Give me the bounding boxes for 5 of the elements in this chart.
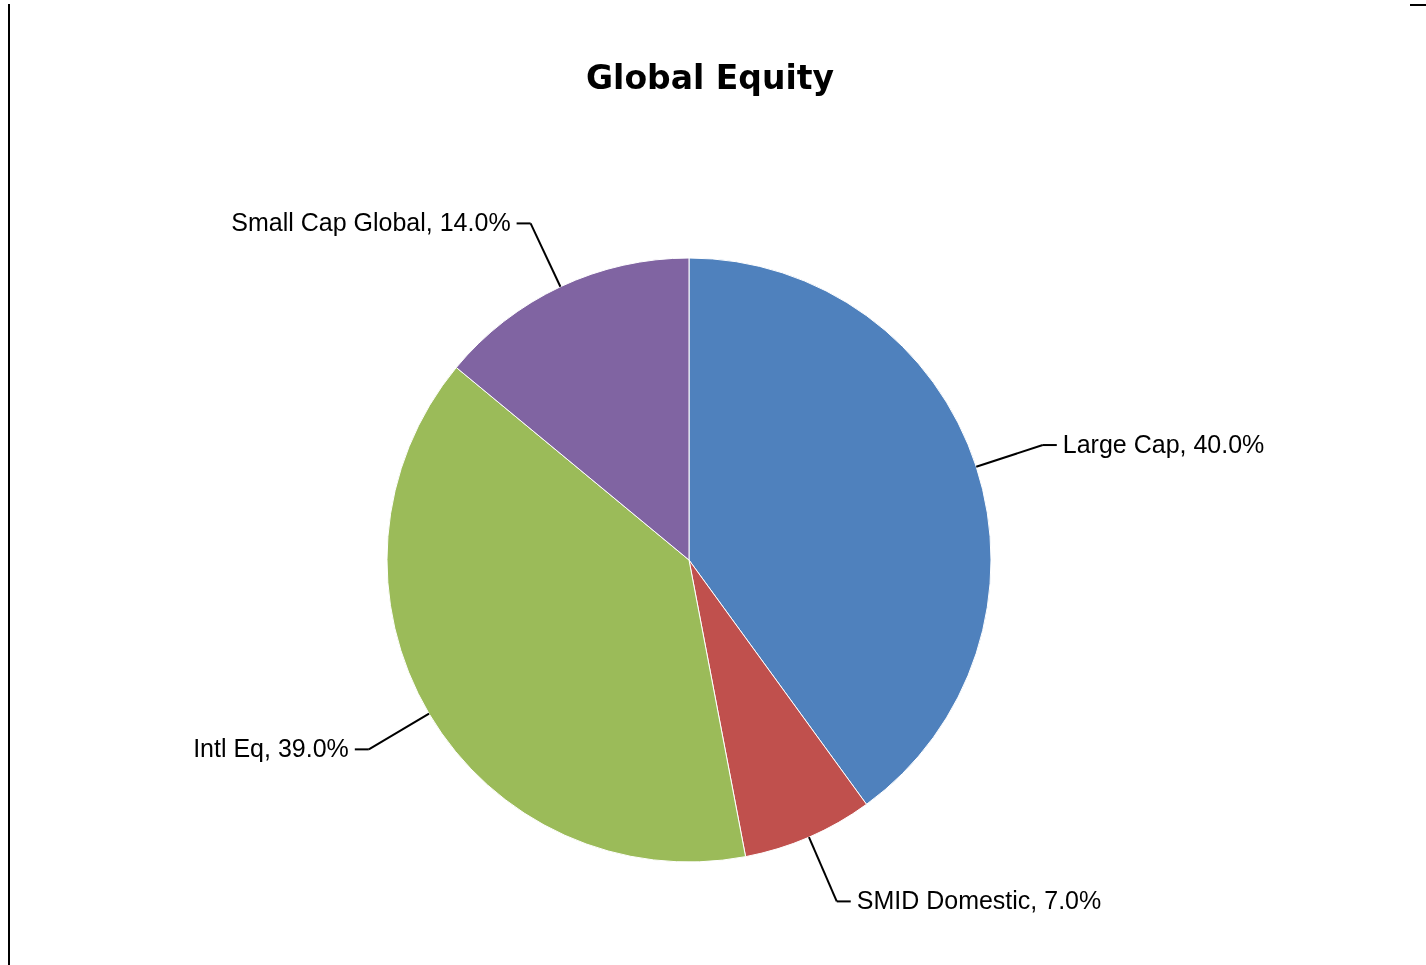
slice-label: Small Cap Global, 14.0% bbox=[231, 208, 511, 237]
slice-label: Large Cap, 40.0% bbox=[1062, 430, 1265, 459]
slice-label: SMID Domestic, 7.0% bbox=[856, 886, 1102, 915]
chart-title: Global Equity bbox=[585, 58, 835, 97]
slice-label: Intl Eq, 39.0% bbox=[193, 734, 349, 763]
